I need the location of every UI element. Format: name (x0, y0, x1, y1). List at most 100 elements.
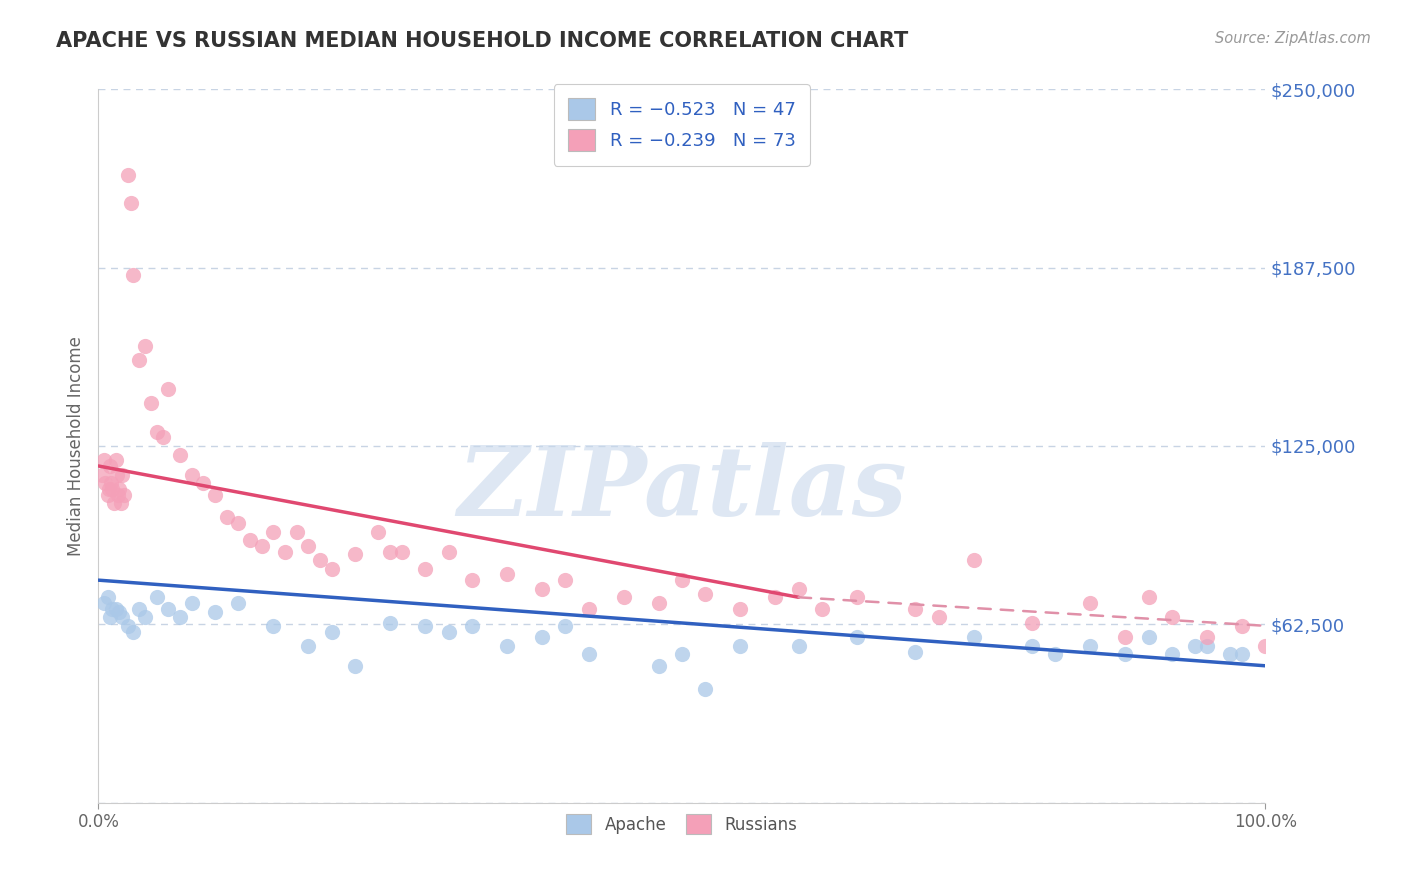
Point (97, 591, 120, 605)
Point (1114, 630, 1136, 644)
Legend: Apache, Russians: Apache, Russians (560, 807, 804, 841)
Point (578, 648, 600, 662)
Point (104, 453, 127, 467)
Point (647, 596, 669, 610)
Point (1137, 591, 1160, 605)
Point (647, 658, 669, 673)
Point (108, 482, 131, 496)
Point (1161, 648, 1184, 662)
Point (1278, 624, 1301, 639)
Point (111, 610, 134, 624)
Point (193, 476, 215, 491)
Text: Source: ZipAtlas.com: Source: ZipAtlas.com (1215, 31, 1371, 46)
Point (1161, 610, 1184, 624)
Point (98, 610, 121, 624)
Point (671, 573, 693, 587)
Point (413, 562, 436, 576)
Point (461, 619, 484, 633)
Point (239, 533, 262, 548)
Point (763, 591, 786, 605)
Point (101, 601, 124, 615)
Point (554, 573, 576, 587)
Point (101, 482, 124, 496)
Point (787, 582, 810, 596)
Point (1045, 648, 1067, 662)
Point (97, 487, 120, 501)
Point (391, 544, 413, 558)
Point (413, 619, 436, 633)
Point (139, 396, 162, 410)
Point (228, 516, 250, 530)
Point (846, 630, 869, 644)
Point (1313, 639, 1336, 653)
Point (1114, 648, 1136, 662)
Point (134, 610, 156, 624)
Text: APACHE VS RUSSIAN MEDIAN HOUSEHOLD INCOME CORRELATION CHART: APACHE VS RUSSIAN MEDIAN HOUSEHOLD INCOM… (56, 31, 908, 51)
Point (578, 601, 600, 615)
Point (1197, 639, 1219, 653)
Point (100, 476, 122, 491)
Point (169, 448, 191, 462)
Point (134, 339, 156, 353)
Point (1254, 639, 1277, 653)
Point (904, 601, 927, 615)
Point (437, 544, 460, 558)
Point (962, 553, 984, 567)
Point (93, 596, 115, 610)
Point (250, 539, 273, 553)
Point (1021, 639, 1043, 653)
Point (344, 658, 367, 673)
Point (297, 639, 319, 653)
Point (110, 496, 132, 510)
Point (274, 544, 297, 558)
Point (94, 476, 117, 491)
Point (1347, 596, 1369, 610)
Point (117, 619, 139, 633)
Point (1184, 639, 1206, 653)
Point (730, 601, 752, 615)
Point (228, 596, 250, 610)
Point (146, 591, 169, 605)
Point (120, 196, 142, 211)
Point (811, 601, 834, 615)
Point (928, 610, 950, 624)
Point (846, 591, 869, 605)
Point (530, 582, 553, 596)
Point (215, 510, 238, 524)
Point (204, 487, 226, 501)
Point (496, 567, 519, 582)
Point (97, 482, 120, 496)
Y-axis label: Median Household Income: Median Household Income (66, 336, 84, 556)
Point (1080, 639, 1102, 653)
Point (530, 630, 553, 644)
Point (1230, 619, 1253, 633)
Point (1219, 648, 1241, 662)
Point (309, 553, 332, 567)
Point (103, 496, 125, 510)
Point (554, 619, 576, 633)
Point (112, 487, 135, 501)
Point (169, 610, 191, 624)
Point (117, 168, 139, 182)
Point (344, 548, 367, 562)
Point (962, 630, 984, 644)
Point (262, 524, 284, 539)
Point (695, 681, 717, 696)
Point (321, 624, 343, 639)
Point (105, 467, 128, 482)
Point (461, 573, 484, 587)
Point (367, 524, 389, 539)
Point (1137, 630, 1160, 644)
Point (152, 430, 174, 444)
Point (90, 467, 112, 482)
Point (1080, 596, 1102, 610)
Point (108, 605, 131, 619)
Point (380, 544, 402, 558)
Point (93, 453, 115, 467)
Text: ZIPatlas: ZIPatlas (457, 442, 907, 536)
Point (128, 601, 150, 615)
Point (111, 467, 134, 482)
Point (787, 639, 810, 653)
Point (146, 425, 169, 439)
Point (1230, 648, 1253, 662)
